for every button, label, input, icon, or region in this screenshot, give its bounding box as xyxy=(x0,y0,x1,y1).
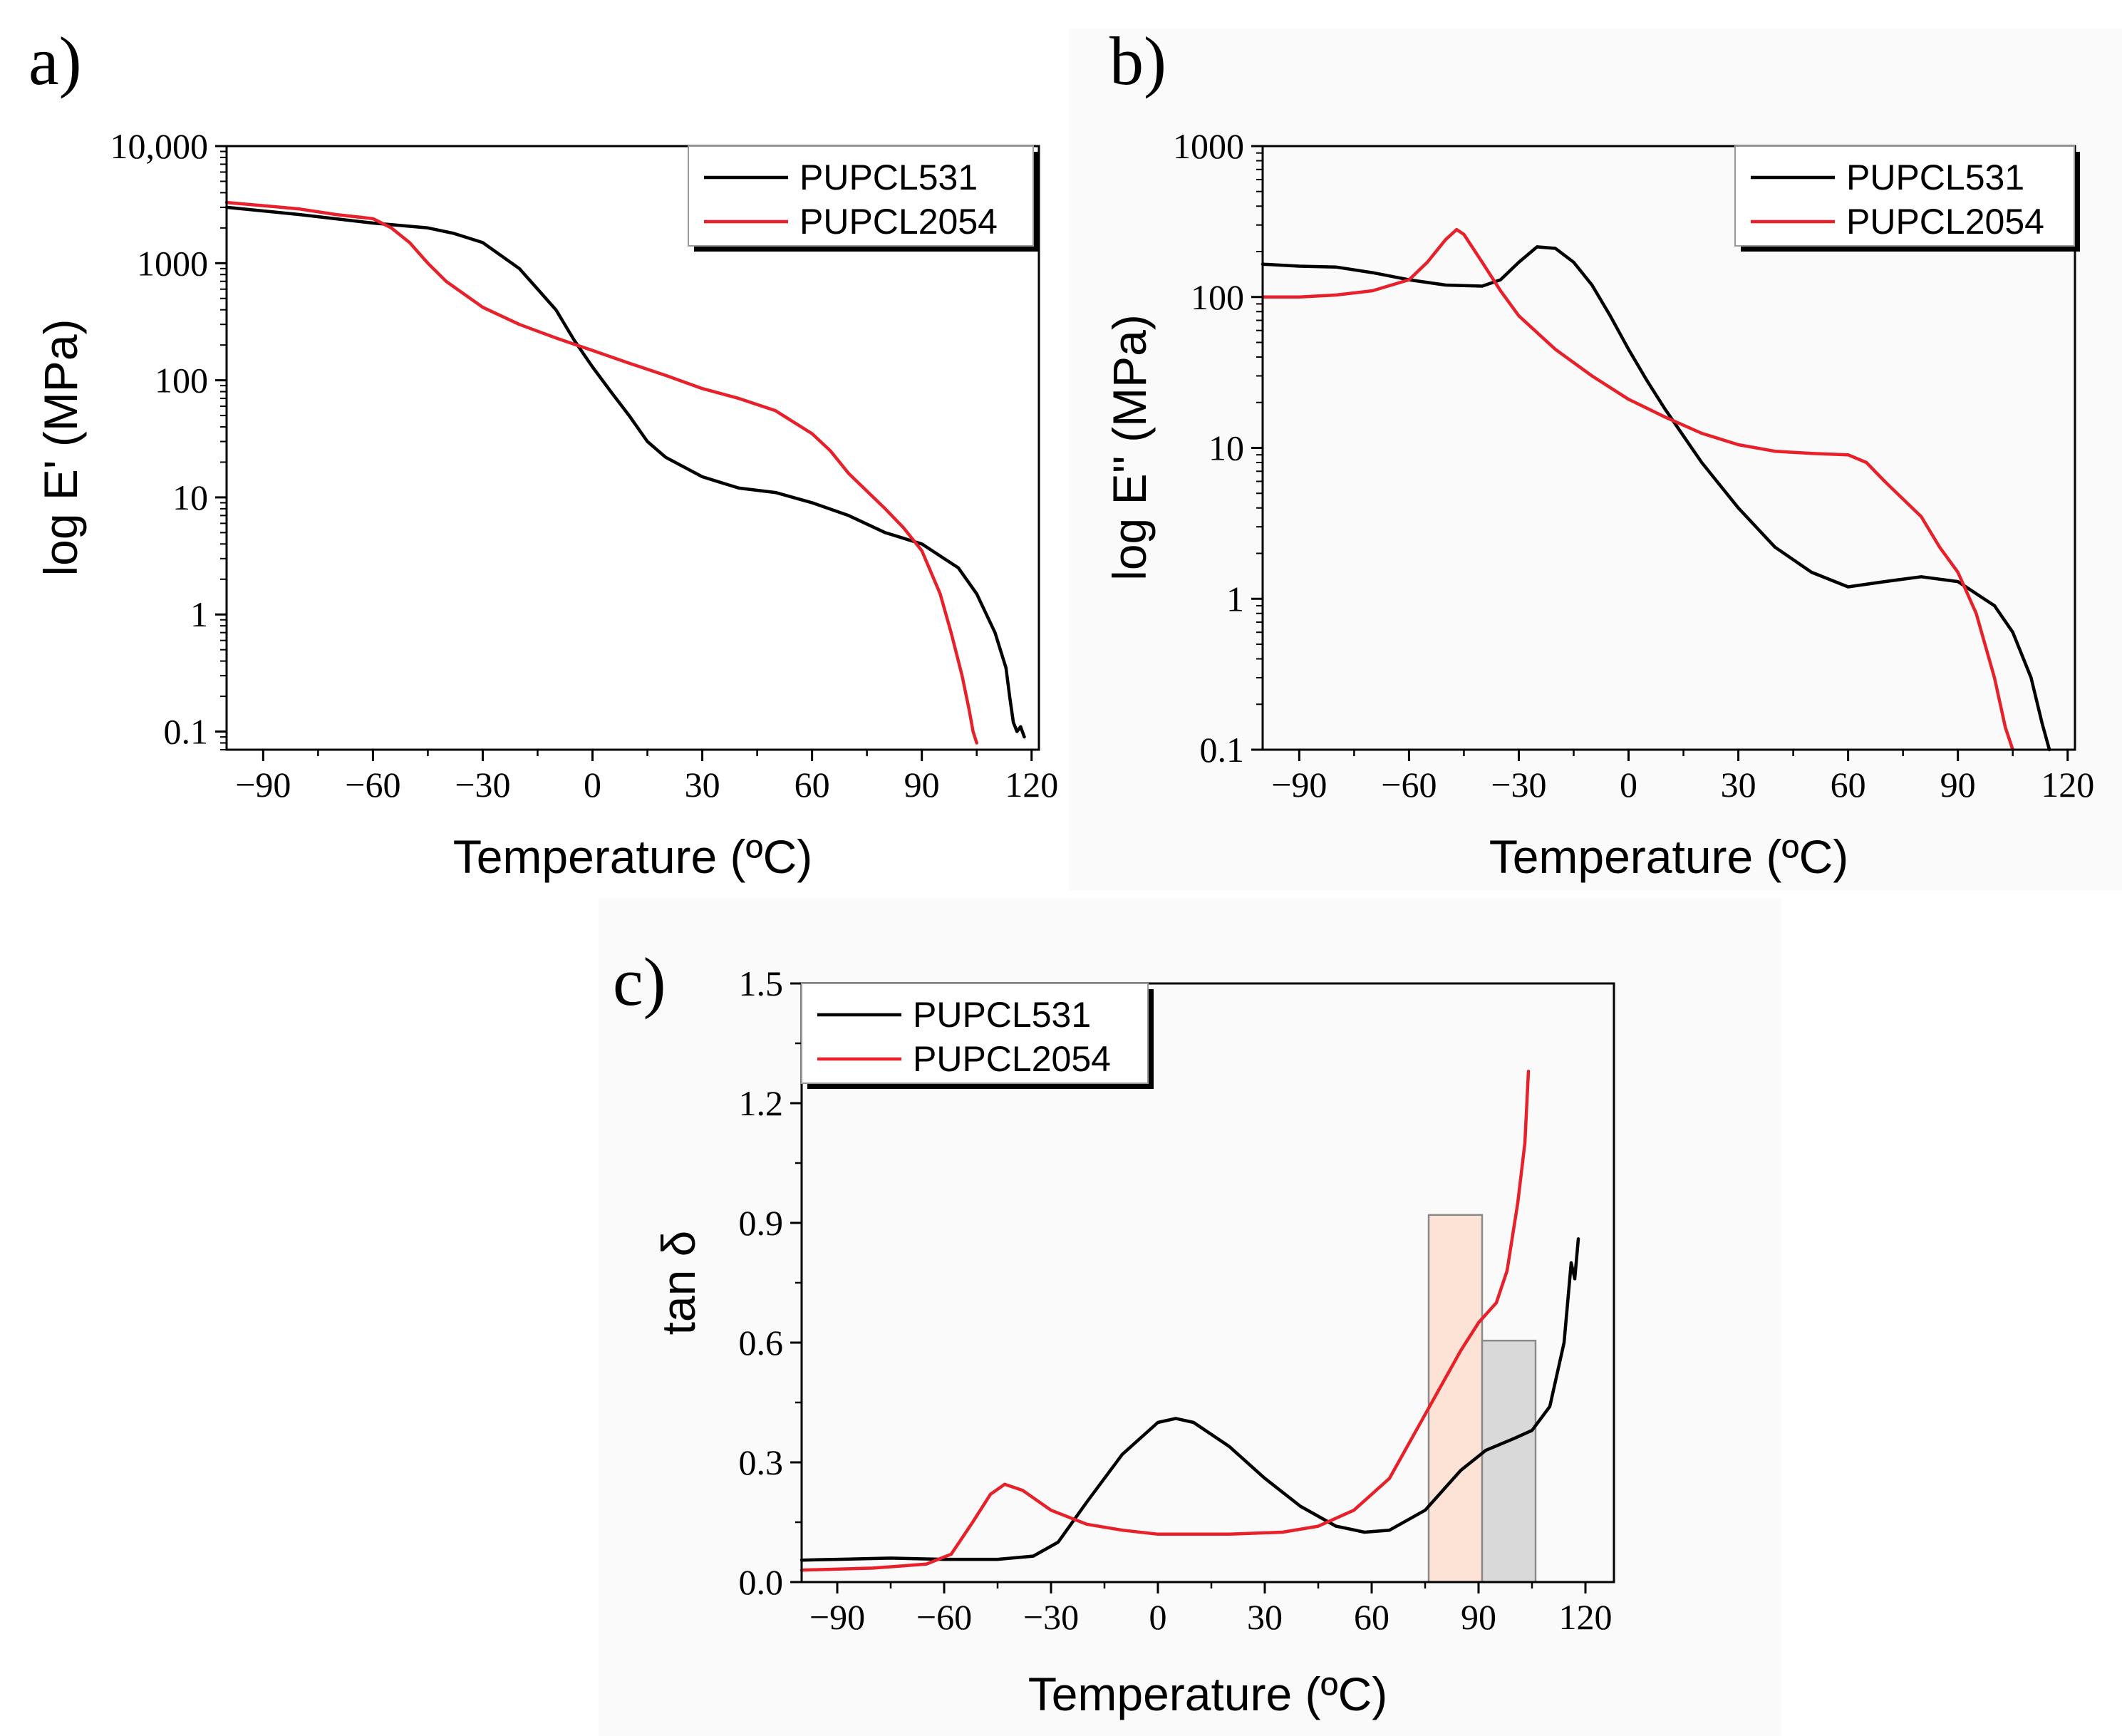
x-tick-label: 120 xyxy=(1559,1597,1613,1637)
y-tick-label: 1 xyxy=(190,594,208,634)
legend-label: PUPCL2054 xyxy=(799,202,998,242)
panel-c-background xyxy=(599,898,1781,1736)
x-tick-label: 0 xyxy=(1149,1597,1167,1637)
y-axis-title: log E' (MPa) xyxy=(34,319,87,576)
highlight-bar xyxy=(1481,1339,1537,1583)
legend-label: PUPCL531 xyxy=(1846,157,2024,197)
x-tick-label: −60 xyxy=(916,1597,972,1637)
x-tick-label: −60 xyxy=(1381,765,1437,805)
x-tick-label: 90 xyxy=(1461,1597,1496,1637)
y-tick-label: 10 xyxy=(1208,428,1244,468)
x-axis-title: Temperature (ºC) xyxy=(1028,1668,1388,1720)
y-axis-title: tan δ xyxy=(652,1231,705,1335)
x-tick-label: 30 xyxy=(1721,765,1756,805)
chart-panel-a: a) −90 −60 −30 0 30 60 90 120 0.1 1 10 100 1000 10,000… xyxy=(29,23,1058,883)
x-tick-label: 60 xyxy=(795,765,830,805)
plot-frame xyxy=(225,145,1040,751)
x-tick-label: 120 xyxy=(1005,765,1058,805)
panel-label: a) xyxy=(29,23,82,99)
y-tick-label: 1000 xyxy=(1173,126,1244,166)
legend-label: PUPCL531 xyxy=(913,995,1091,1035)
legend-box xyxy=(1734,145,2075,247)
x-tick-label: 30 xyxy=(685,765,720,805)
x-tick-label: −90 xyxy=(1271,765,1327,805)
x-tick-label: −30 xyxy=(1491,765,1546,805)
y-tick-label: 10,000 xyxy=(110,126,209,166)
legend-label: PUPCL2054 xyxy=(913,1039,1111,1079)
chart-panel-b: b) −90 −60 −30 0 30 60 90 120 0.1 1 10 100 1000 Temper… xyxy=(1103,23,2094,883)
series-line-pupcl2054 xyxy=(1261,227,2014,752)
series-line-pupcl2054 xyxy=(224,200,978,745)
y-tick-label: 1.2 xyxy=(739,1083,784,1123)
series-line-pupcl2054 xyxy=(799,1069,1531,1572)
series-line-pupcl531 xyxy=(224,205,1026,739)
x-tick-label: 90 xyxy=(1940,765,1976,805)
x-tick-label: −30 xyxy=(1023,1597,1079,1637)
x-tick-label: 60 xyxy=(1831,765,1866,805)
x-tick-label: 60 xyxy=(1354,1597,1389,1637)
series-line-pupcl531 xyxy=(1261,245,2051,752)
x-tick-label: −90 xyxy=(235,765,291,805)
x-axis-title: Temperature (ºC) xyxy=(1489,830,1849,883)
x-tick-label: −30 xyxy=(455,765,510,805)
highlight-bar xyxy=(1427,1214,1484,1583)
y-tick-label: 0.1 xyxy=(1200,730,1245,770)
series-line-pupcl531 xyxy=(799,1237,1580,1562)
y-tick-label: 10 xyxy=(172,477,208,517)
legend-label: PUPCL531 xyxy=(799,157,978,197)
x-tick-label: 90 xyxy=(904,765,940,805)
y-tick-label: 1.5 xyxy=(739,963,784,1003)
x-tick-label: 0 xyxy=(1620,765,1637,805)
x-tick-label: −90 xyxy=(809,1597,865,1637)
x-tick-label: 0 xyxy=(584,765,601,805)
y-tick-label: 0.3 xyxy=(739,1442,784,1482)
y-tick-label: 0.1 xyxy=(164,712,209,752)
y-tick-label: 0.0 xyxy=(739,1562,784,1602)
legend-label: PUPCL2054 xyxy=(1846,202,2044,242)
panel-label: b) xyxy=(1109,23,1166,99)
panel-label: c) xyxy=(613,944,666,1020)
y-tick-label: 1 xyxy=(1226,579,1244,619)
y-tick-label: 0.9 xyxy=(739,1203,784,1243)
y-tick-label: 0.6 xyxy=(739,1323,784,1363)
x-tick-label: 30 xyxy=(1247,1597,1283,1637)
legend-box xyxy=(801,983,1149,1084)
y-axis-title: log E'' (MPa) xyxy=(1103,314,1156,581)
x-tick-label: −60 xyxy=(345,765,400,805)
x-tick-label: 120 xyxy=(2041,765,2094,805)
y-tick-label: 1000 xyxy=(137,243,208,283)
x-axis-title: Temperature (ºC) xyxy=(453,830,813,883)
chart-panel-c: c) −90 −60 −30 0 30 60 90 120 0.0 0.3 0.6 0.9 1.2 1.5 T… xyxy=(613,944,1615,1720)
legend-box xyxy=(688,145,1034,247)
y-tick-label: 100 xyxy=(155,361,208,401)
y-tick-label: 100 xyxy=(1191,277,1244,317)
